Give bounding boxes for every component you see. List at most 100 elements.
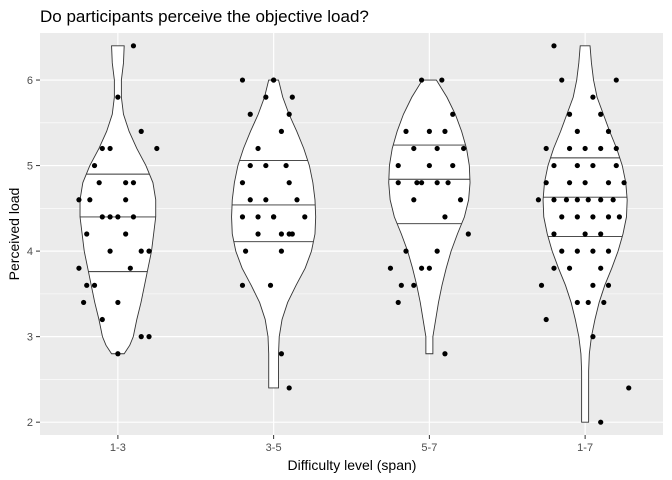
data-point	[395, 299, 401, 306]
data-point	[130, 43, 137, 49]
data-point	[543, 180, 549, 186]
data-point	[465, 231, 471, 237]
data-point	[457, 197, 464, 203]
y-tick-label: 4	[27, 246, 33, 258]
data-point	[434, 145, 440, 152]
data-point	[247, 162, 253, 169]
data-point	[559, 248, 565, 254]
data-point	[138, 248, 144, 254]
data-point	[605, 282, 612, 288]
data-point	[123, 197, 129, 203]
y-tick-label: 5	[27, 161, 33, 173]
x-axis-title: Difficulty level (span)	[288, 457, 417, 473]
data-point	[247, 197, 253, 203]
data-point	[123, 231, 129, 237]
data-point	[81, 299, 87, 306]
data-point	[271, 77, 277, 83]
y-axis-title: Perceived load	[6, 188, 22, 281]
data-point	[154, 145, 160, 152]
data-point	[613, 77, 619, 83]
data-point	[551, 265, 557, 271]
data-point	[278, 231, 285, 237]
data-point	[263, 94, 269, 100]
data-point	[613, 162, 619, 169]
data-point	[130, 180, 137, 186]
data-point	[239, 282, 246, 288]
data-point	[84, 231, 90, 237]
data-point	[535, 197, 542, 203]
y-tick-label: 2	[27, 417, 33, 429]
data-point	[286, 180, 292, 186]
data-point	[598, 145, 604, 152]
data-point	[434, 180, 440, 186]
data-point	[426, 265, 432, 271]
data-point	[146, 334, 152, 340]
data-point	[574, 197, 580, 203]
data-point	[582, 145, 588, 152]
data-point	[398, 282, 404, 288]
data-point	[551, 231, 557, 237]
y-tick-label: 3	[27, 332, 33, 344]
data-point	[91, 162, 98, 169]
data-point	[551, 197, 557, 203]
data-point	[590, 214, 596, 220]
data-point	[574, 248, 580, 254]
data-point	[239, 180, 246, 186]
data-point	[450, 111, 456, 117]
data-point	[590, 248, 596, 254]
data-point	[76, 265, 82, 271]
data-point	[130, 214, 137, 220]
data-point	[426, 162, 432, 169]
data-point	[96, 180, 102, 186]
data-point	[439, 77, 445, 83]
y-axis: 2 3 4 5 6	[27, 75, 40, 429]
data-point	[543, 316, 549, 323]
data-point	[115, 299, 121, 306]
data-point	[289, 94, 295, 100]
data-point	[613, 145, 619, 152]
data-point	[538, 282, 545, 288]
data-point	[598, 197, 604, 203]
data-point	[138, 334, 144, 340]
data-point	[123, 180, 129, 186]
data-point	[626, 385, 632, 391]
data-point	[574, 162, 580, 169]
data-point	[247, 111, 253, 117]
data-point	[559, 214, 565, 220]
data-point	[278, 351, 285, 357]
data-point	[605, 248, 612, 254]
violin-3-5	[231, 79, 317, 389]
data-point	[442, 214, 448, 220]
data-point	[99, 214, 105, 220]
data-point	[115, 214, 121, 220]
data-point	[302, 214, 308, 220]
x-tick-label: 1-7	[577, 442, 593, 454]
data-point	[395, 180, 401, 186]
data-point	[434, 248, 440, 254]
data-point	[574, 128, 580, 134]
data-point	[616, 214, 622, 220]
data-point	[411, 282, 417, 288]
data-point	[239, 214, 246, 220]
violin-1-3	[79, 45, 157, 355]
data-point	[403, 128, 409, 134]
data-point	[107, 248, 113, 254]
data-point	[255, 231, 261, 237]
data-point	[605, 214, 612, 220]
data-point	[239, 77, 246, 83]
data-point	[566, 265, 573, 271]
data-point	[598, 231, 604, 237]
data-point	[445, 180, 451, 186]
data-point	[387, 265, 394, 271]
data-point	[418, 265, 425, 271]
data-point	[559, 77, 565, 83]
x-tick-label: 3-5	[266, 442, 282, 454]
data-point	[263, 197, 269, 203]
data-point	[403, 248, 409, 254]
data-point	[395, 162, 401, 169]
data-point	[566, 111, 573, 117]
data-point	[107, 145, 113, 152]
data-point	[115, 351, 121, 357]
data-point	[442, 351, 448, 357]
data-point	[605, 128, 612, 134]
